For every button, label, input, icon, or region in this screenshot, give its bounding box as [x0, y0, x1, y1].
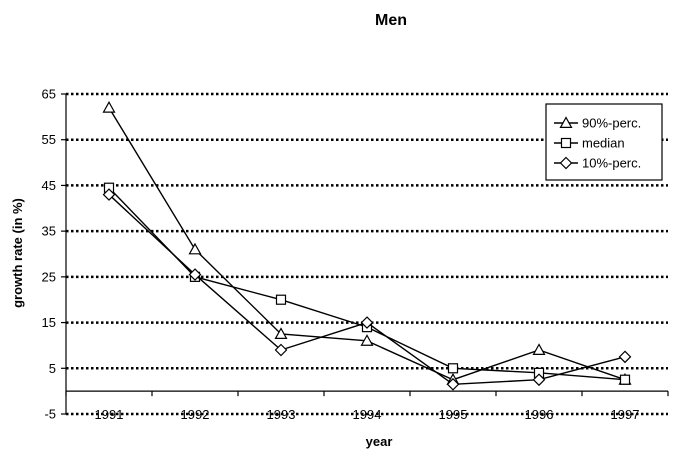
x-tick-label: 1995 [439, 407, 468, 422]
legend-label-triangle: 90%-perc. [582, 116, 641, 131]
axes [61, 93, 669, 415]
data-point-square [619, 374, 631, 385]
x-axis-label: year [366, 434, 393, 449]
data-point-diamond [446, 377, 460, 391]
legend-marker-triangle [559, 116, 573, 129]
data-point-diamond [532, 373, 546, 387]
legend-label-square: median [582, 136, 625, 151]
data-point-diamond [188, 268, 202, 281]
data-point-triangle [274, 327, 288, 339]
series-line-square [108, 187, 626, 381]
x-tick-labels: 1991 1992 1993 1994 1995 1996 1997 [95, 407, 640, 422]
data-point-square [447, 363, 459, 374]
data-point-triangle [360, 334, 374, 346]
y-tick-label: 5 [49, 361, 56, 376]
y-tick-label: 45 [42, 178, 56, 193]
y-tick-label: -5 [44, 407, 56, 422]
y-axis-label: growth rate (in %) [10, 198, 25, 308]
data-point-triangle [188, 242, 202, 255]
legend-label-diamond: 10%-perc. [582, 156, 641, 171]
data-point-diamond [274, 343, 288, 357]
data-point-square [275, 294, 287, 305]
data-point-triangle [102, 100, 116, 113]
series-line-diamond [108, 194, 626, 385]
x-tick-label: 1991 [95, 407, 124, 422]
data-point-triangle [532, 343, 546, 355]
legend-marker-diamond [559, 156, 573, 170]
y-tick-label: 65 [42, 87, 56, 102]
legend-marker-square [560, 137, 572, 149]
y-tick-label: 35 [42, 224, 56, 239]
y-tick-labels: 65 55 45 35 25 15 5 -5 [42, 87, 56, 422]
x-tick-label: 1997 [611, 407, 640, 422]
x-tick-label: 1994 [353, 407, 382, 422]
y-tick-label: 25 [42, 269, 56, 284]
data-point-diamond [618, 350, 632, 364]
y-tick-label: 55 [42, 132, 56, 147]
x-tick-label: 1992 [181, 407, 210, 422]
data-point-diamond [102, 188, 116, 201]
data-point-diamond [360, 316, 374, 329]
legend: 90%-perc. median 10%-perc. [545, 103, 663, 181]
series [102, 100, 632, 391]
y-tick-label: 15 [42, 315, 56, 330]
x-tick-label: 1993 [267, 407, 296, 422]
x-tick-label: 1996 [525, 407, 554, 422]
chart-title: Men [375, 12, 407, 29]
